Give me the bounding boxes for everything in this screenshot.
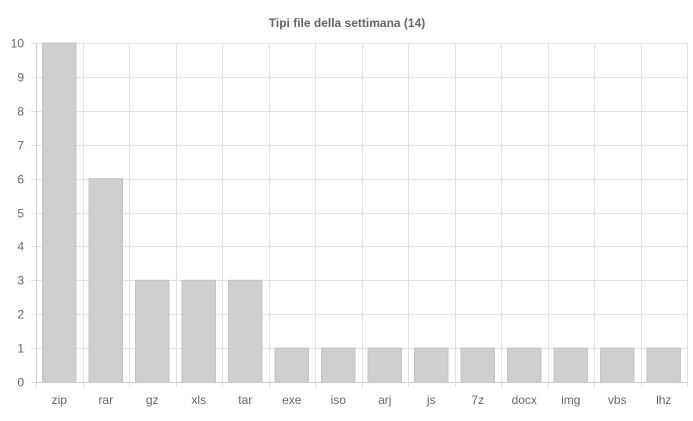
bar-rar bbox=[88, 178, 123, 383]
x-tick-label-tar: tar bbox=[238, 393, 252, 407]
x-tick-label-iso: iso bbox=[331, 393, 347, 407]
bars bbox=[42, 42, 681, 383]
y-tick-label: 6 bbox=[17, 173, 24, 187]
y-tick-label: 1 bbox=[17, 342, 24, 356]
x-tick-label-arj: arj bbox=[378, 393, 391, 407]
bar-img bbox=[553, 347, 588, 383]
bar-tar bbox=[228, 279, 263, 383]
y-tick-label: 10 bbox=[11, 37, 25, 51]
x-tick-label-vbs: vbs bbox=[608, 393, 627, 407]
x-tick-label-rar: rar bbox=[98, 393, 113, 407]
x-tick-label-7z: 7z bbox=[471, 393, 484, 407]
y-tick-label: 5 bbox=[17, 207, 24, 221]
x-tick-label-exe: exe bbox=[282, 393, 302, 407]
grid-lines bbox=[31, 43, 688, 387]
x-tick-labels: zip rar gz xls tar exe iso arj js 7z docx img vbs lhz bbox=[52, 393, 672, 407]
bar-lhz bbox=[646, 347, 681, 383]
bar-iso bbox=[321, 347, 356, 383]
y-tick-label: 7 bbox=[17, 139, 24, 153]
y-tick-labels: 0 1 2 3 4 5 6 7 8 9 10 bbox=[11, 37, 25, 390]
x-tick-label-lhz: lhz bbox=[656, 393, 671, 407]
y-tick-label: 4 bbox=[17, 240, 24, 254]
axes bbox=[36, 43, 687, 383]
bar-arj bbox=[367, 347, 402, 383]
x-tick-label-xls: xls bbox=[191, 393, 206, 407]
y-tick-label: 3 bbox=[17, 274, 24, 288]
chart-title: Tipi file della settimana (14) bbox=[269, 16, 426, 30]
x-tick-label-gz: gz bbox=[146, 393, 159, 407]
bar-xls bbox=[181, 279, 216, 383]
bar-7z bbox=[460, 347, 495, 383]
bar-vbs bbox=[600, 347, 635, 383]
bar-gz bbox=[135, 279, 170, 383]
y-tick-label: 0 bbox=[17, 376, 24, 390]
bar-js bbox=[414, 347, 449, 383]
bar-zip bbox=[42, 42, 77, 383]
x-tick-label-js: js bbox=[426, 393, 436, 407]
y-tick-label: 2 bbox=[17, 308, 24, 322]
y-tick-label: 8 bbox=[17, 105, 24, 119]
bar-exe bbox=[274, 347, 309, 383]
bar-docx bbox=[507, 347, 542, 383]
x-tick-label-docx: docx bbox=[512, 393, 537, 407]
x-tick-label-zip: zip bbox=[52, 393, 68, 407]
y-tick-label: 9 bbox=[17, 71, 24, 85]
x-tick-label-img: img bbox=[561, 393, 580, 407]
